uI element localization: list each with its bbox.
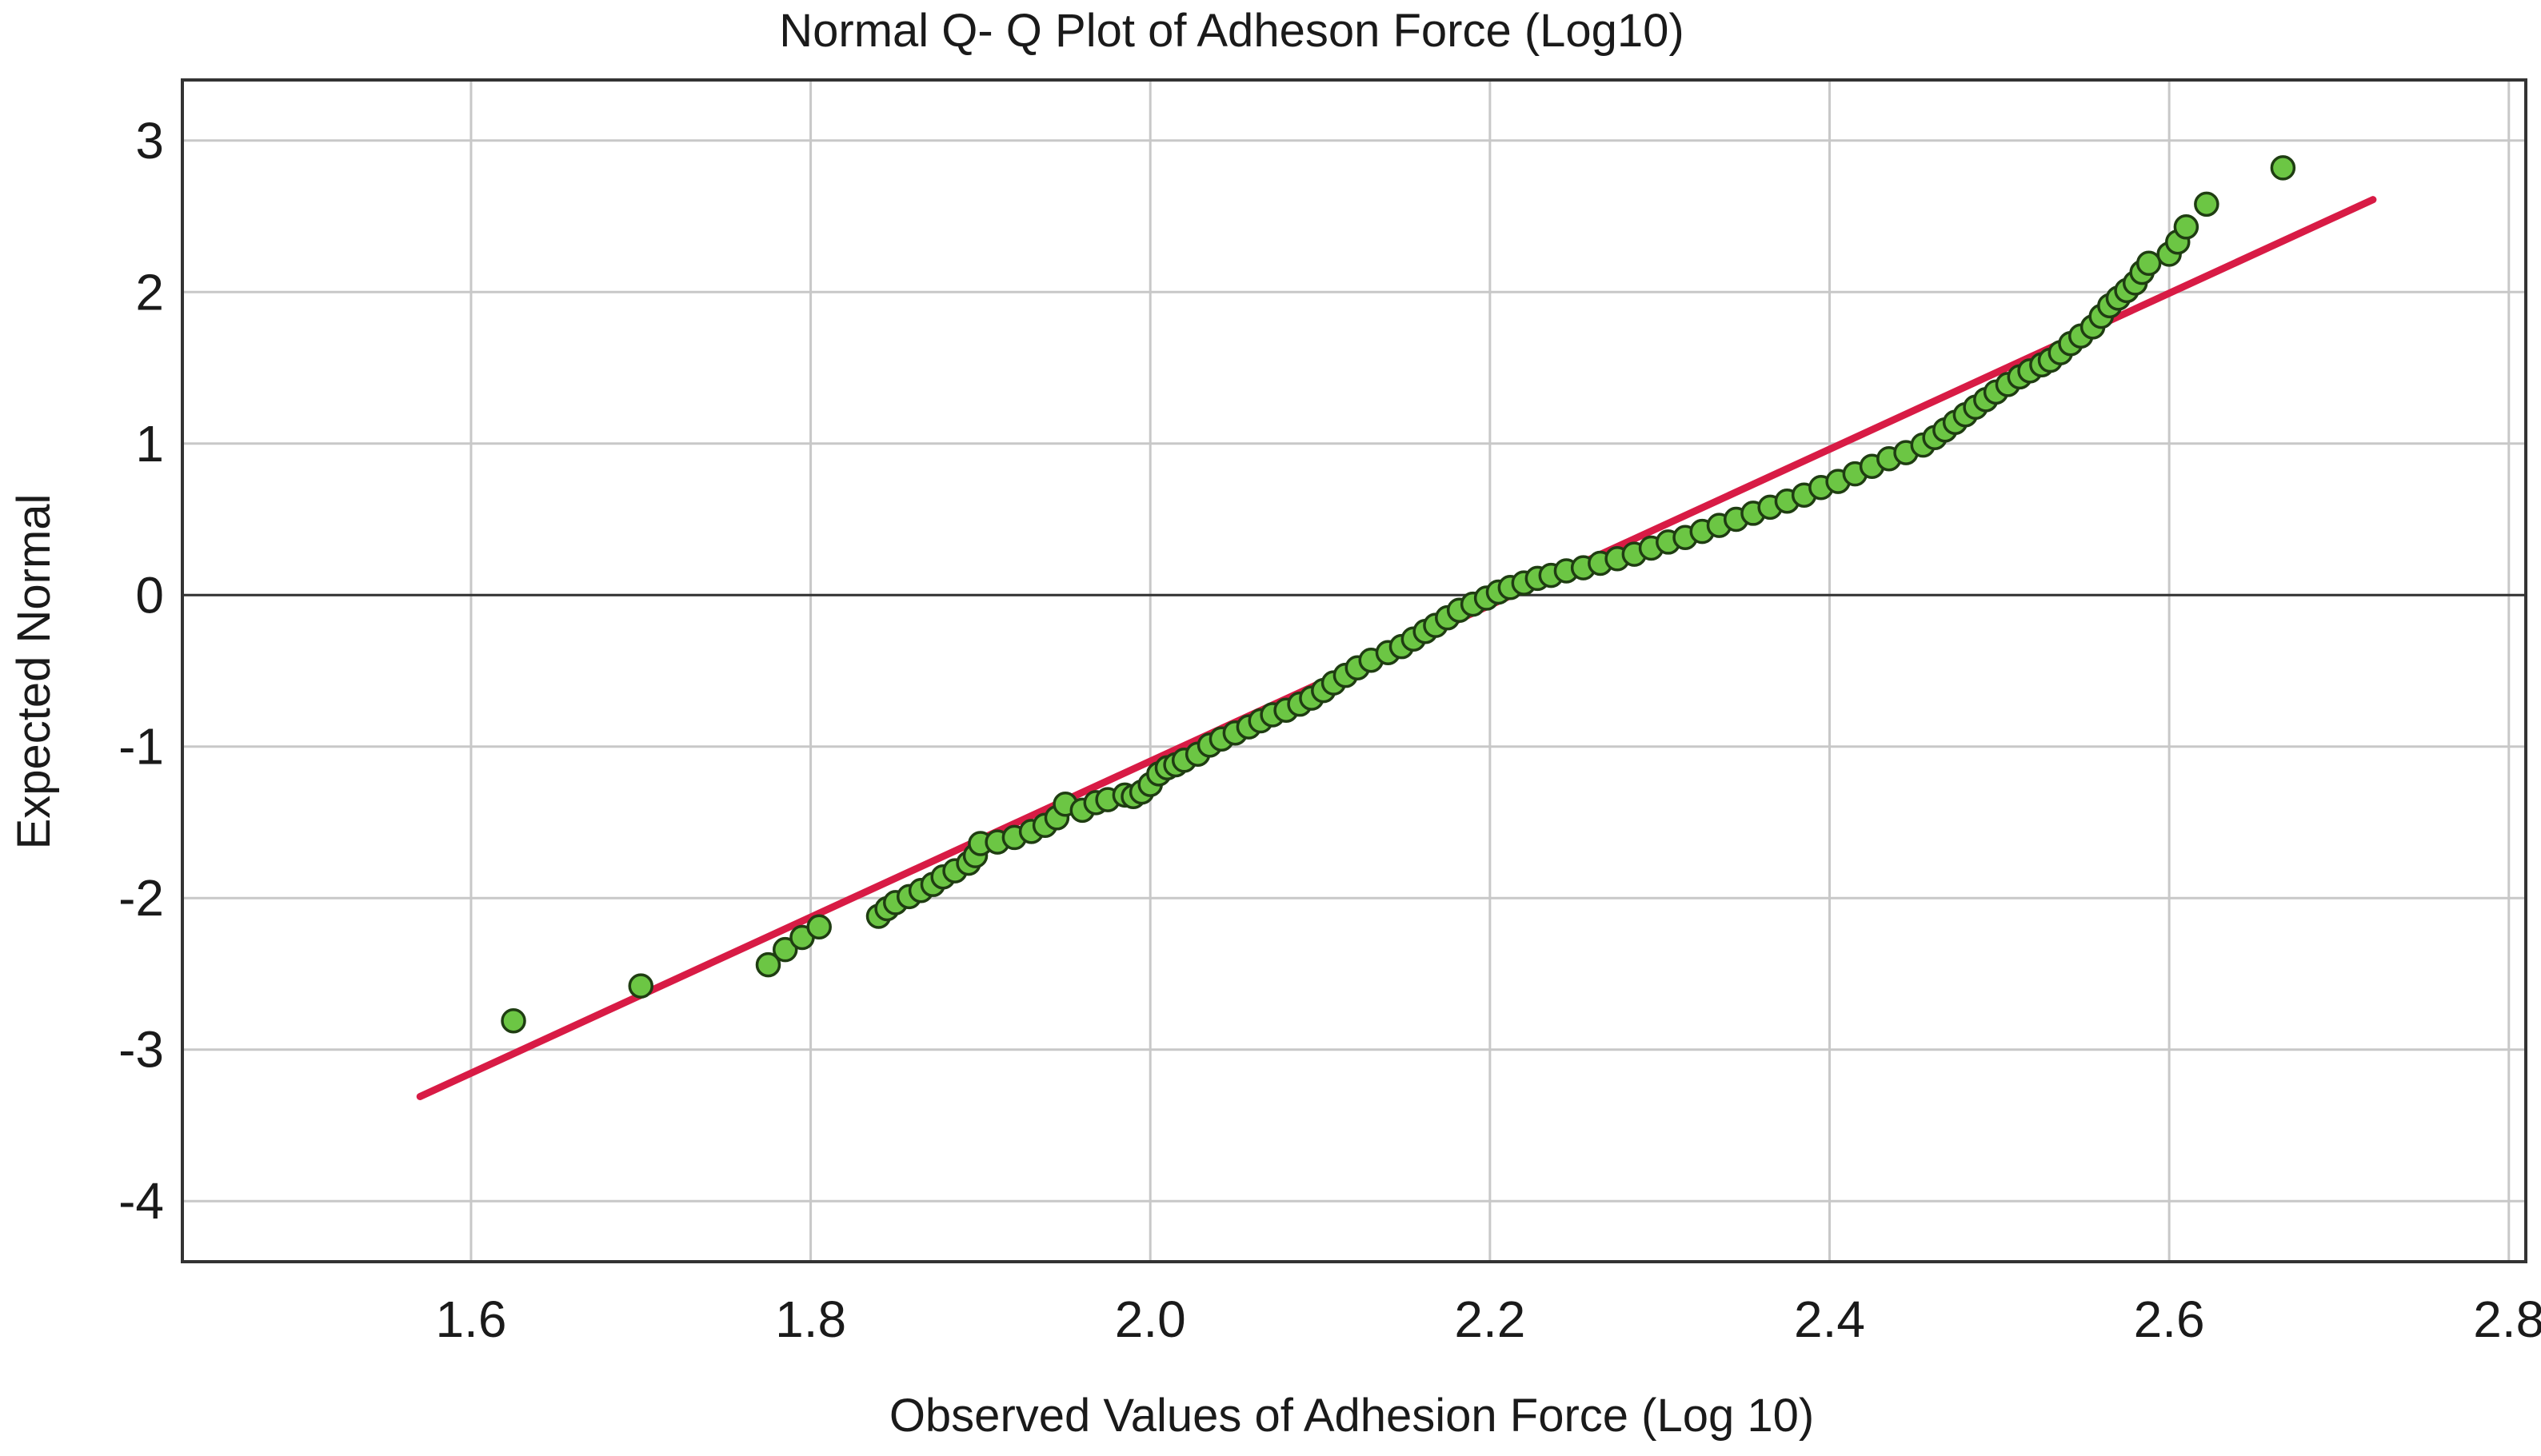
x-tick-label: 2.4 bbox=[1794, 1290, 1865, 1348]
y-tick-label: -3 bbox=[118, 1021, 164, 1079]
data-point bbox=[755, 951, 781, 978]
y-tick-label: -4 bbox=[118, 1172, 164, 1230]
x-tick-label: 2.2 bbox=[1454, 1290, 1525, 1348]
data-point bbox=[2173, 214, 2199, 240]
chart-title: Normal Q- Q Plot of Adheson Force (Log10… bbox=[779, 5, 1684, 57]
x-axis-title: Observed Values of Adhesion Force (Log 1… bbox=[889, 1390, 1814, 1442]
data-point bbox=[806, 914, 832, 939]
y-tick-label: -2 bbox=[118, 869, 164, 927]
y-tick-label: 1 bbox=[135, 415, 164, 473]
y-tick-label: 0 bbox=[135, 566, 164, 624]
data-point bbox=[628, 973, 654, 999]
data-point bbox=[2270, 155, 2296, 181]
data-point bbox=[2194, 191, 2219, 217]
y-tick-label: -1 bbox=[118, 718, 164, 776]
y-axis-title: Expected Normal bbox=[8, 494, 60, 850]
tick-labels: 1.6 1.8 2.0 2.2 2.4 2.6 2.8 3 2 1 0 -1 -2 -3 -4 bbox=[118, 112, 2541, 1348]
data-points bbox=[501, 155, 2296, 1034]
x-tick-label: 1.8 bbox=[775, 1290, 846, 1348]
x-tick-label: 2.8 bbox=[2473, 1290, 2541, 1348]
y-tick-label: 2 bbox=[135, 263, 164, 321]
plot-frame bbox=[181, 78, 2527, 1263]
x-tick-label: 2.0 bbox=[1115, 1290, 1186, 1348]
data-point bbox=[2135, 250, 2162, 277]
y-tick-label: 3 bbox=[135, 112, 164, 170]
x-tick-label: 1.6 bbox=[435, 1290, 506, 1348]
x-tick-label: 2.6 bbox=[2134, 1290, 2205, 1348]
data-point bbox=[501, 1007, 526, 1034]
data-point bbox=[772, 936, 798, 963]
